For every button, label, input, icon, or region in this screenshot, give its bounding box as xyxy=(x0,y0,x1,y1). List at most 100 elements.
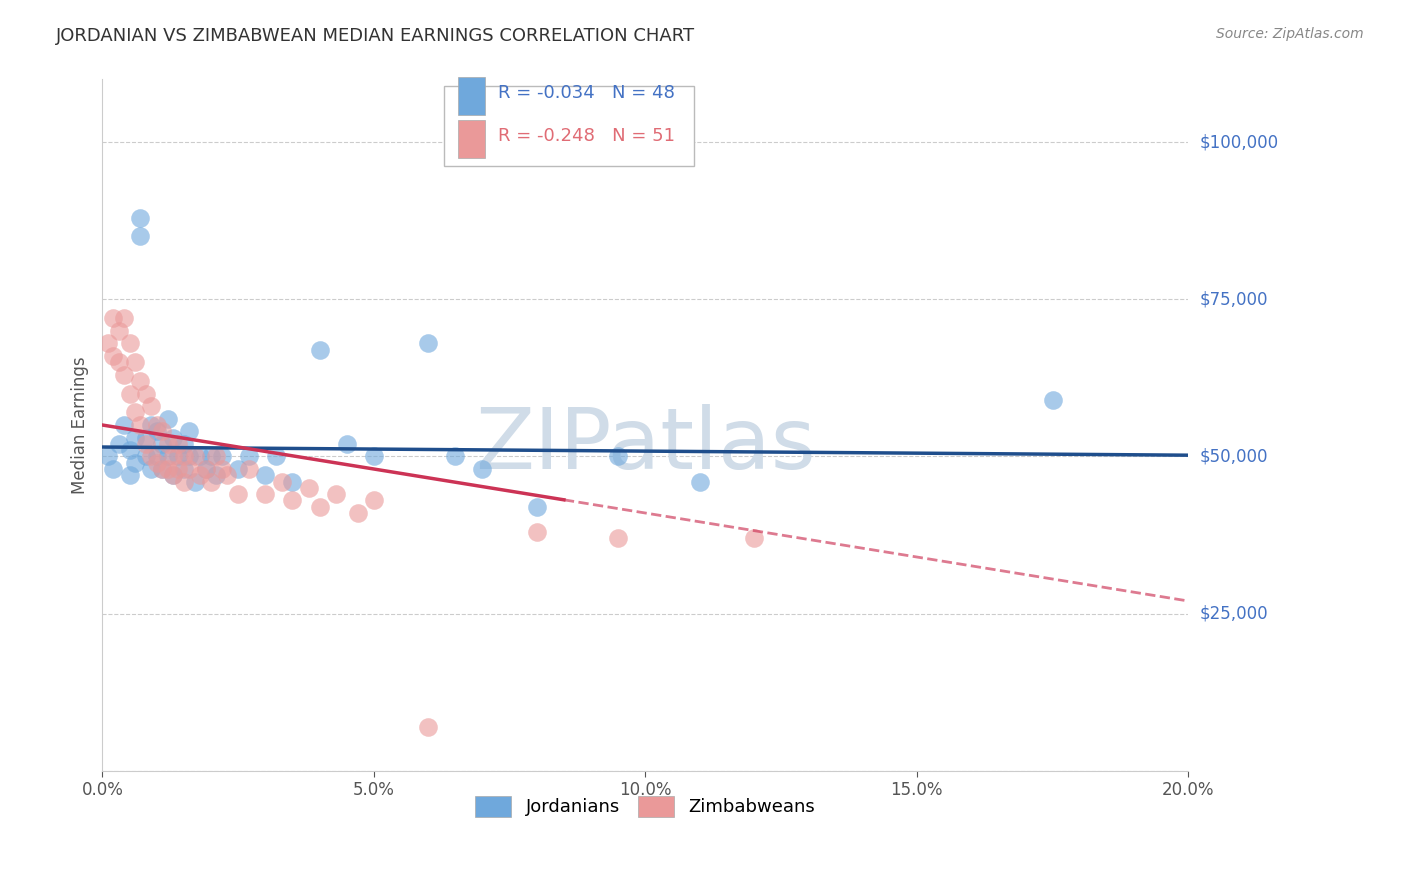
Point xyxy=(156,450,179,464)
Point xyxy=(135,386,157,401)
Point xyxy=(107,437,129,451)
Point xyxy=(135,437,157,451)
Point xyxy=(184,450,207,464)
Point xyxy=(124,355,146,369)
Point xyxy=(173,437,195,451)
Point xyxy=(118,336,141,351)
Point xyxy=(167,450,190,464)
Point xyxy=(124,405,146,419)
Point xyxy=(141,450,163,464)
Point xyxy=(173,462,195,476)
Point xyxy=(254,468,277,483)
Point xyxy=(162,431,184,445)
Point xyxy=(150,437,173,451)
Point xyxy=(205,468,228,483)
Point xyxy=(97,336,120,351)
Point xyxy=(179,462,201,476)
Text: ZIPatlas: ZIPatlas xyxy=(475,404,815,487)
Point xyxy=(103,462,125,476)
Point xyxy=(471,462,494,476)
Text: R = -0.034   N = 48: R = -0.034 N = 48 xyxy=(498,85,675,103)
Point xyxy=(226,462,249,476)
Text: JORDANIAN VS ZIMBABWEAN MEDIAN EARNINGS CORRELATION CHART: JORDANIAN VS ZIMBABWEAN MEDIAN EARNINGS … xyxy=(56,27,696,45)
Point xyxy=(150,425,173,439)
Point xyxy=(124,456,146,470)
Point xyxy=(141,462,163,476)
Point xyxy=(281,493,304,508)
Point xyxy=(184,475,207,489)
Point xyxy=(162,468,184,483)
Point xyxy=(418,720,440,734)
Point xyxy=(281,475,304,489)
Text: $50,000: $50,000 xyxy=(1199,448,1268,466)
Point xyxy=(363,493,385,508)
Point xyxy=(129,229,152,244)
Point xyxy=(129,374,152,388)
Point xyxy=(363,450,385,464)
Point xyxy=(264,450,287,464)
Point xyxy=(118,443,141,458)
Point xyxy=(526,524,548,539)
Point xyxy=(167,462,190,476)
Point xyxy=(226,487,249,501)
Point xyxy=(141,417,163,432)
Point xyxy=(145,417,167,432)
Point xyxy=(689,475,711,489)
Point xyxy=(211,450,233,464)
Point xyxy=(200,475,222,489)
Point xyxy=(238,462,260,476)
Point xyxy=(124,431,146,445)
Point xyxy=(129,211,152,225)
Point xyxy=(107,355,129,369)
Point xyxy=(103,349,125,363)
Text: Source: ZipAtlas.com: Source: ZipAtlas.com xyxy=(1216,27,1364,41)
Text: R = -0.248   N = 51: R = -0.248 N = 51 xyxy=(498,128,675,145)
Point xyxy=(308,500,330,514)
Point xyxy=(118,468,141,483)
Point xyxy=(238,450,260,464)
Point xyxy=(162,468,184,483)
Point xyxy=(173,450,195,464)
Point xyxy=(135,450,157,464)
Point xyxy=(179,425,201,439)
Point xyxy=(607,531,630,545)
Point xyxy=(135,431,157,445)
Point xyxy=(254,487,277,501)
Point xyxy=(742,531,765,545)
FancyBboxPatch shape xyxy=(457,120,485,159)
Point xyxy=(173,475,195,489)
Point xyxy=(150,462,173,476)
Point xyxy=(162,450,184,464)
Point xyxy=(112,311,135,326)
Point xyxy=(179,450,201,464)
Point xyxy=(418,336,440,351)
Point xyxy=(145,450,167,464)
Point xyxy=(211,462,233,476)
Point xyxy=(1042,392,1064,407)
Text: $25,000: $25,000 xyxy=(1199,605,1268,623)
Point xyxy=(118,386,141,401)
Point xyxy=(103,311,125,326)
Point xyxy=(308,343,330,357)
FancyBboxPatch shape xyxy=(444,87,695,166)
Point xyxy=(217,468,239,483)
Point xyxy=(145,425,167,439)
Point xyxy=(188,468,211,483)
Legend: Jordanians, Zimbabweans: Jordanians, Zimbabweans xyxy=(468,789,823,824)
Point xyxy=(336,437,359,451)
Point xyxy=(141,399,163,413)
Point xyxy=(205,450,228,464)
Point xyxy=(156,437,179,451)
Point xyxy=(129,417,152,432)
Point xyxy=(444,450,467,464)
Point xyxy=(112,368,135,382)
Point xyxy=(526,500,548,514)
Point xyxy=(112,417,135,432)
Text: $75,000: $75,000 xyxy=(1199,290,1268,309)
Y-axis label: Median Earnings: Median Earnings xyxy=(72,356,89,494)
FancyBboxPatch shape xyxy=(457,78,485,115)
Point xyxy=(607,450,630,464)
Text: $100,000: $100,000 xyxy=(1199,133,1278,152)
Point xyxy=(107,324,129,338)
Point xyxy=(97,450,120,464)
